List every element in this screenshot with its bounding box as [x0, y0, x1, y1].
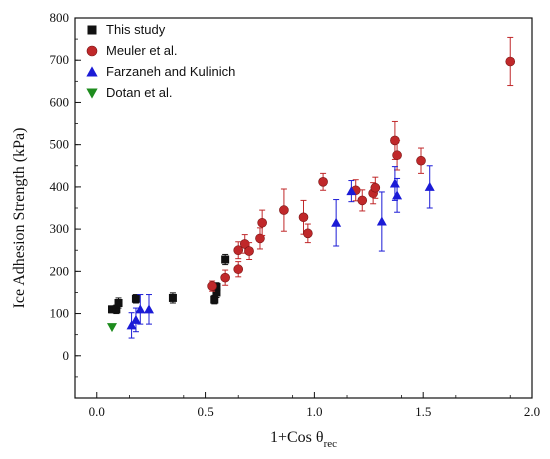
y-tick-label: 600: [50, 94, 70, 109]
data-point: [212, 288, 221, 297]
y-tick-label: 500: [50, 137, 70, 152]
x-tick-label: 1.0: [306, 404, 322, 419]
data-point: [346, 186, 357, 196]
legend-label: Dotan et al.: [106, 85, 173, 100]
data-point: [168, 293, 177, 302]
data-point: [210, 295, 219, 304]
data-point: [255, 233, 265, 244]
series-circle: [207, 36, 516, 292]
data-point: [370, 182, 381, 193]
legend-marker: [86, 66, 98, 77]
y-tick-label: 300: [50, 221, 70, 236]
data-point: [424, 181, 435, 191]
data-point: [220, 272, 230, 283]
data-point: [131, 294, 140, 303]
x-axis-title: 1+Cos θrec: [270, 429, 337, 450]
data-point: [107, 305, 116, 314]
data-point: [392, 190, 403, 200]
x-tick-label: 2.0: [524, 404, 540, 419]
data-point: [112, 305, 121, 314]
data-point: [233, 245, 244, 256]
data-point: [143, 304, 154, 314]
data-point: [357, 195, 368, 206]
data-point: [318, 177, 328, 187]
data-point: [244, 246, 254, 256]
y-tick-label: 400: [50, 179, 70, 194]
series-triangle-down: [106, 323, 117, 333]
data-point: [505, 56, 516, 67]
legend-marker: [86, 45, 98, 57]
data-point: [233, 264, 244, 275]
legend-label: Meuler et al.: [106, 43, 178, 58]
legend-label: This study: [106, 22, 166, 37]
data-point: [389, 178, 400, 188]
data-point: [106, 323, 117, 333]
x-axis-title-subscript: rec: [324, 438, 338, 450]
x-axis: 0.0 0.5 1.0 1.5 2.0: [74, 392, 540, 419]
data-point: [298, 212, 309, 223]
data-point: [114, 299, 123, 307]
data-point: [303, 228, 313, 239]
y-tick-label: 100: [50, 306, 70, 321]
y-axis-title: Ice Adhesion Strength (kPa): [11, 128, 28, 309]
y-axis: 0 100 200 300 400 500 600 700 800: [50, 10, 81, 399]
x-tick-label: 1.5: [415, 404, 431, 419]
data-point: [221, 255, 230, 264]
data-point: [376, 216, 387, 226]
data-point: [257, 217, 267, 228]
y-tick-label: 0: [63, 348, 70, 363]
data-point: [392, 150, 402, 161]
legend-marker: [87, 25, 97, 35]
legend-marker: [86, 88, 98, 99]
series-triangle-up: [126, 165, 435, 339]
data-point: [135, 304, 146, 314]
data-point: [126, 320, 137, 330]
y-tick-label: 700: [50, 52, 70, 67]
x-tick-label: 0.0: [89, 404, 105, 419]
data-point: [279, 205, 289, 215]
x-axis-title-main: 1+Cos θ: [270, 429, 324, 446]
data-point: [416, 155, 426, 166]
y-tick-label: 800: [50, 10, 70, 25]
data-series: [106, 36, 516, 339]
y-tick-label: 200: [50, 263, 70, 278]
data-point: [331, 217, 342, 227]
data-point: [207, 281, 217, 291]
legend: This study Meuler et al. Farzaneh and Kuli…: [86, 22, 235, 100]
x-tick-label: 0.5: [197, 404, 213, 419]
data-point: [130, 314, 141, 324]
legend-label: Farzaneh and Kulinich: [106, 64, 235, 79]
